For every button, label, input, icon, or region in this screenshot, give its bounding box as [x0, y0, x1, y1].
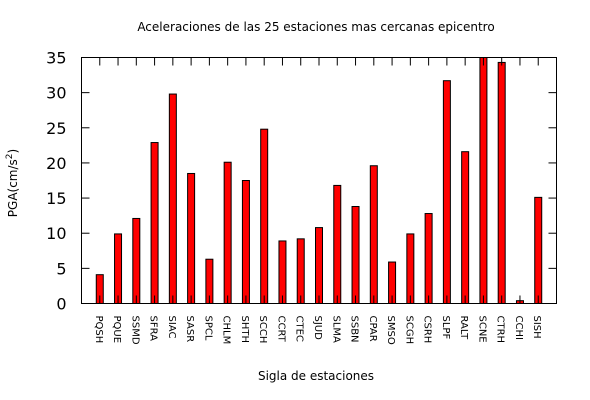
y-axis-label-text: PGA(cm/s — [6, 159, 20, 217]
bar-sjud — [315, 227, 323, 304]
y-tick-label: 30 — [46, 84, 66, 103]
y-axis-ticks: 0 5 10 15 20 25 30 35 — [46, 49, 557, 314]
y-tick-label: 5 — [56, 259, 66, 278]
x-tick-label-chlm: CHLM — [221, 316, 232, 345]
x-tick-label-sasr: SASR — [184, 316, 195, 343]
bar-scne — [479, 57, 488, 304]
bar-pque — [114, 233, 123, 304]
x-tick-label-pqsh: PQSH — [93, 316, 104, 344]
x-tick-label-sjud: SJUD — [312, 316, 323, 341]
x-tick-label-ralt: RALT — [458, 316, 469, 341]
bar-ctrh — [497, 61, 506, 304]
x-tick-label-spcl: SPCL — [202, 316, 213, 341]
x-tick-label-sfra: SFRA — [148, 316, 159, 342]
bar-ctec — [296, 238, 305, 304]
bar-sfra — [150, 142, 159, 304]
x-tick-label-csrh: CSRH — [422, 316, 433, 344]
chart-title: Aceleraciones de las 25 estaciones mas c… — [137, 20, 494, 34]
y-tick-label: 25 — [46, 119, 66, 138]
bar-ccrt — [278, 240, 287, 304]
svg-text:PGA(cm/s2): PGA(cm/s2) — [5, 149, 20, 217]
x-tick-label-siac: SIAC — [166, 316, 177, 339]
x-axis-ticks: PQSH PQUE SSMD SFRA SIAC SASR SPCL CHLM SHTH SCCH… — [93, 57, 542, 345]
bar-chlm — [223, 161, 232, 304]
bar-slma — [333, 184, 342, 304]
x-tick-label-slpf: SLPF — [440, 316, 451, 340]
x-tick-label-ssmd: SSMD — [129, 316, 140, 345]
y-tick-label: 15 — [46, 189, 66, 208]
x-tick-label-ccrt: CCRT — [275, 316, 286, 343]
bar-ssbn — [351, 206, 360, 304]
x-tick-label-slma: SLMA — [330, 316, 341, 344]
y-tick-label: 0 — [56, 295, 66, 314]
y-axis-label: PGA(cm/s2) — [5, 149, 20, 217]
bar-siac — [168, 93, 177, 304]
x-tick-label-scgh: SCGH — [403, 316, 414, 345]
x-tick-label-pque: PQUE — [111, 316, 122, 344]
x-tick-label-sish: SISH — [531, 316, 542, 339]
x-tick-label-ctrh: CTRH — [495, 316, 506, 344]
x-tick-label-smso: SMSO — [385, 316, 396, 345]
bar-shth — [241, 180, 250, 304]
bar-ralt — [461, 151, 470, 304]
bar-scgh — [406, 233, 415, 304]
bar-scch — [260, 128, 269, 304]
y-axis-label-suffix: ) — [6, 149, 20, 154]
x-tick-label-shth: SHTH — [239, 316, 250, 344]
x-tick-label-scch: SCCH — [257, 316, 268, 344]
plot-frame — [81, 57, 557, 304]
bar-cpar — [369, 165, 378, 304]
x-tick-label-cpar: CPAR — [367, 316, 378, 342]
x-axis-label: Sigla de estaciones — [258, 369, 374, 383]
bar-csrh — [424, 213, 433, 304]
x-tick-label-ssbn: SSBN — [349, 316, 360, 343]
bar-sish — [534, 196, 543, 305]
bar-sasr — [187, 172, 196, 304]
y-tick-label: 20 — [46, 154, 66, 173]
bar-ssmd — [132, 217, 141, 304]
y-axis-label-superscript: 2 — [5, 153, 15, 159]
y-tick-label: 35 — [46, 49, 66, 68]
x-tick-label-scne: SCNE — [476, 316, 487, 343]
x-tick-label-ctec: CTEC — [294, 316, 305, 342]
bars-group — [95, 57, 543, 305]
bar-slpf — [442, 80, 451, 304]
y-tick-label: 10 — [46, 224, 66, 243]
x-tick-label-cchi: CCHI — [513, 316, 524, 340]
